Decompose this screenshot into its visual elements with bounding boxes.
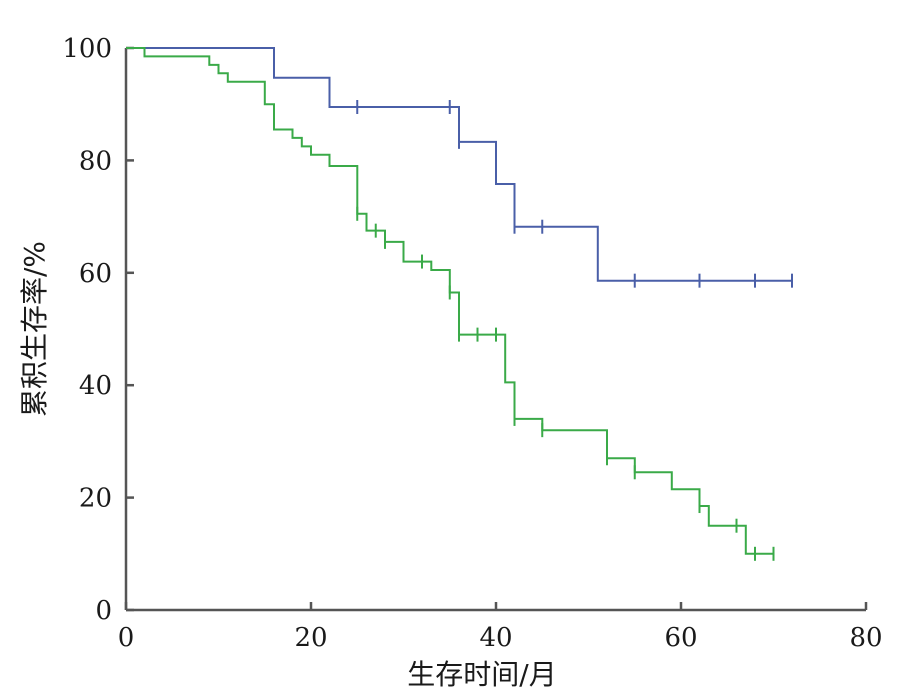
series-1-survival-curve [126,47,792,282]
ticks: 0 20 40 60 80 0 20 40 60 80 100 [62,34,882,653]
x-tick-label: 0 [118,623,135,653]
y-tick-label: 40 [79,371,112,401]
x-tick-label: 80 [849,623,882,653]
series-1 [126,47,793,288]
y-tick-label: 60 [79,259,112,289]
y-axis-title: 累积生存率/% [18,241,51,417]
x-axis-title: 生存时间/月 [407,658,556,691]
series-2-survival-curve [126,47,774,555]
y-tick-label: 100 [62,34,112,64]
x-tick-label: 40 [479,623,512,653]
y-tick-label: 80 [79,146,112,176]
x-tick-label: 60 [664,623,697,653]
y-tick-label: 0 [95,596,112,626]
series-layer [126,47,793,561]
x-tick-label: 20 [294,623,327,653]
y-tick-label: 20 [79,484,112,514]
series-2 [126,47,775,561]
